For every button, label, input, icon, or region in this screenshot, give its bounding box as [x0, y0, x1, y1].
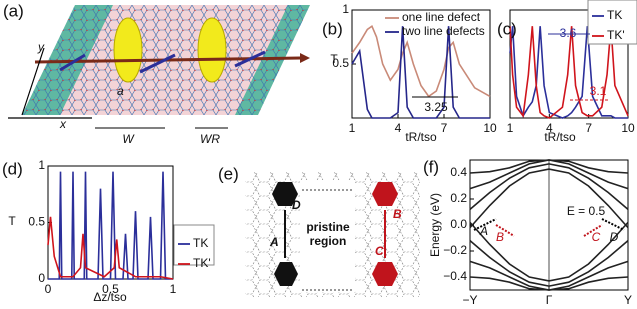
panel-e: (e) D A B C pristine region — [218, 164, 420, 297]
y-tick-label: −0.4 — [443, 269, 467, 283]
x-tick-label: Y — [624, 293, 632, 307]
edge-state — [495, 224, 515, 237]
panel-label: (d) — [2, 159, 23, 178]
annotation: 3.25 — [424, 100, 448, 114]
x-tick-label: 7 — [441, 121, 448, 135]
data-line — [509, 26, 628, 119]
data-line — [469, 276, 629, 291]
data-line — [47, 216, 174, 280]
width-label: W — [122, 132, 135, 146]
wavefunction — [372, 182, 398, 206]
x-tick-label: Γ — [546, 293, 553, 307]
x-tick-label: 0.5 — [102, 282, 119, 296]
region-label: region — [310, 234, 347, 248]
spin-arrow — [59, 53, 86, 72]
y-tick-label: 1 — [38, 158, 45, 172]
y-tick-label: −0.2 — [443, 243, 467, 257]
y-tick-label: 1 — [342, 2, 349, 16]
panel-label: (c) — [497, 19, 517, 38]
data-line — [351, 24, 491, 98]
point-label: A — [479, 224, 488, 238]
y-axis-label: T — [330, 52, 338, 66]
y-tick-label: 0.4 — [450, 165, 467, 179]
x-tick-label: 10 — [483, 121, 497, 135]
panel-label: (a) — [3, 1, 24, 20]
point-label: C — [375, 244, 384, 258]
x-axis-label: tR/tso — [544, 130, 576, 144]
data-line — [351, 26, 490, 119]
panel-a: (a) y x a W WR — [3, 1, 310, 146]
x-axis-label: tR/tso — [405, 130, 437, 144]
wavefunction — [272, 182, 298, 206]
annotation: 3.6 — [560, 26, 577, 40]
point-label: B — [393, 207, 402, 221]
axis-label: x — [59, 117, 67, 131]
x-tick-label: 4 — [395, 121, 402, 135]
data-line — [469, 168, 629, 229]
data-line — [469, 221, 629, 282]
y-tick-label: 0.5 — [28, 215, 45, 229]
legend-label: two line defects — [402, 24, 485, 38]
data-line — [469, 239, 629, 287]
y-tick-label: 0.5 — [332, 56, 349, 70]
point-label: D — [292, 198, 301, 212]
point-label: A — [269, 235, 279, 249]
data-line — [509, 26, 629, 119]
panel-label: (f) — [423, 157, 439, 176]
x-tick-label: 1 — [349, 121, 356, 135]
panel-label: (e) — [218, 164, 239, 183]
defect-density — [113, 17, 143, 83]
y-axis-label: T — [8, 214, 16, 228]
y-tick-label: 0 — [38, 271, 45, 285]
spin-arrow — [139, 53, 176, 74]
y-axis-label: Energy (eV) — [428, 193, 442, 257]
lattice-label: a — [117, 84, 124, 98]
legend-box — [173, 224, 215, 266]
point-label: C — [592, 230, 601, 244]
x-tick-label: 7 — [585, 121, 592, 135]
point-label: D — [610, 230, 619, 244]
defect-density — [197, 17, 227, 83]
x-tick-label: 1 — [507, 121, 514, 135]
plot-frame — [351, 9, 491, 119]
legend-label: TK — [607, 8, 622, 22]
y-tick-label: 0.2 — [450, 191, 467, 205]
x-tick-label: 4 — [546, 121, 553, 135]
y-tick-label: 0.0 — [450, 217, 467, 231]
annotation: E = 0.5 — [567, 204, 606, 218]
x-tick-label: 1 — [170, 282, 177, 296]
y-axis — [21, 47, 45, 116]
edge-state — [473, 218, 497, 231]
x-tick-label: −Y — [462, 293, 477, 307]
legend-label: TK' — [607, 28, 625, 42]
x-axis-label: Δz/tso — [93, 290, 127, 304]
region-label: pristine — [306, 220, 350, 234]
axis-label: y — [37, 40, 45, 54]
arrow-head — [300, 53, 310, 63]
x-tick-label: 10 — [621, 121, 635, 135]
legend-label: TK — [193, 236, 208, 250]
data-line — [469, 163, 629, 211]
wavefunction — [372, 262, 398, 286]
legend-label: one line defect — [402, 10, 481, 24]
legend-label: TK' — [193, 256, 211, 270]
point-label: B — [496, 230, 504, 244]
edge-state — [601, 218, 625, 231]
gap — [300, 180, 355, 292]
data-line — [469, 159, 629, 174]
panel-label: (b) — [322, 19, 343, 38]
width-label: WR — [200, 132, 220, 146]
data-line — [48, 171, 173, 280]
wavefunction — [274, 262, 298, 286]
annotation: 3.1 — [590, 84, 607, 98]
spin-arrow — [234, 50, 266, 68]
x-tick-label: 0 — [45, 282, 52, 296]
